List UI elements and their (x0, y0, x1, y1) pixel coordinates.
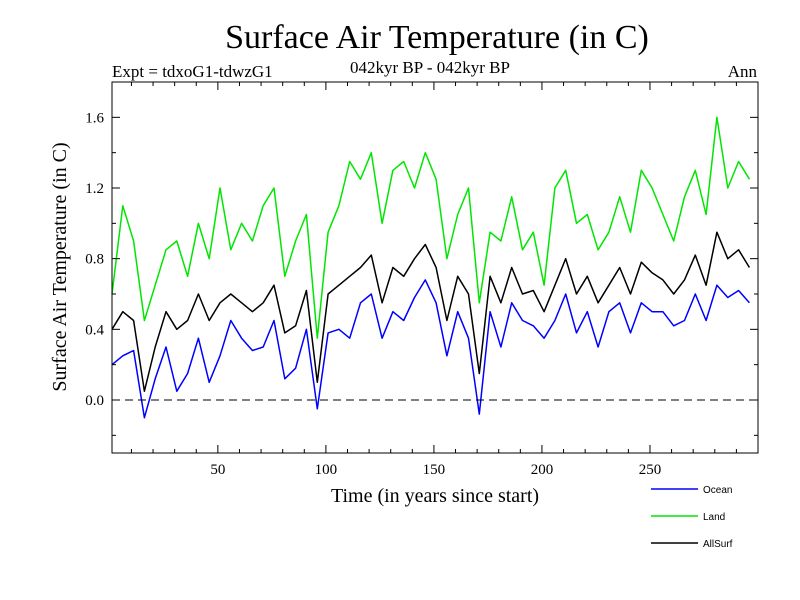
y-axis: 0.0 0.4 0.8 1.2 1.6 (85, 110, 758, 436)
legend-label-land: Land (703, 512, 725, 523)
plot-frame (111, 81, 759, 454)
experiment-label: Expt = tdxoG1-tdwzG1 (112, 62, 273, 81)
y-tick-label: 0.8 (85, 252, 104, 268)
y-tick-label: 0.4 (85, 322, 104, 338)
x-axis-label: Time (in years since start) (331, 485, 539, 507)
x-tick-label: 50 (210, 462, 225, 478)
x-axis: 50 100 150 200 250 (130, 82, 737, 478)
y-axis-label: Surface Air Temperature (in C) (49, 142, 71, 391)
series-line-ocean (111, 279, 750, 419)
y-tick-label: 1.6 (85, 110, 104, 126)
legend-label-allsurf: AllSurf (703, 539, 733, 550)
plot-lines (111, 116, 751, 419)
season-label: Ann (728, 62, 758, 81)
chart-title: Surface Air Temperature (in C) (225, 19, 649, 56)
legend: Ocean Land AllSurf (651, 485, 733, 550)
y-tick-label: 0.0 (85, 393, 104, 409)
x-tick-label: 200 (531, 462, 554, 478)
legend-label-ocean: Ocean (703, 485, 732, 496)
period-label: 042kyr BP - 042kyr BP (350, 58, 510, 77)
series-line-land (111, 116, 751, 339)
y-tick-label: 1.2 (85, 181, 104, 197)
x-tick-label: 100 (315, 462, 338, 478)
x-tick-label: 150 (423, 462, 446, 478)
series-line-allsurf (111, 231, 751, 392)
x-tick-label: 250 (639, 462, 662, 478)
